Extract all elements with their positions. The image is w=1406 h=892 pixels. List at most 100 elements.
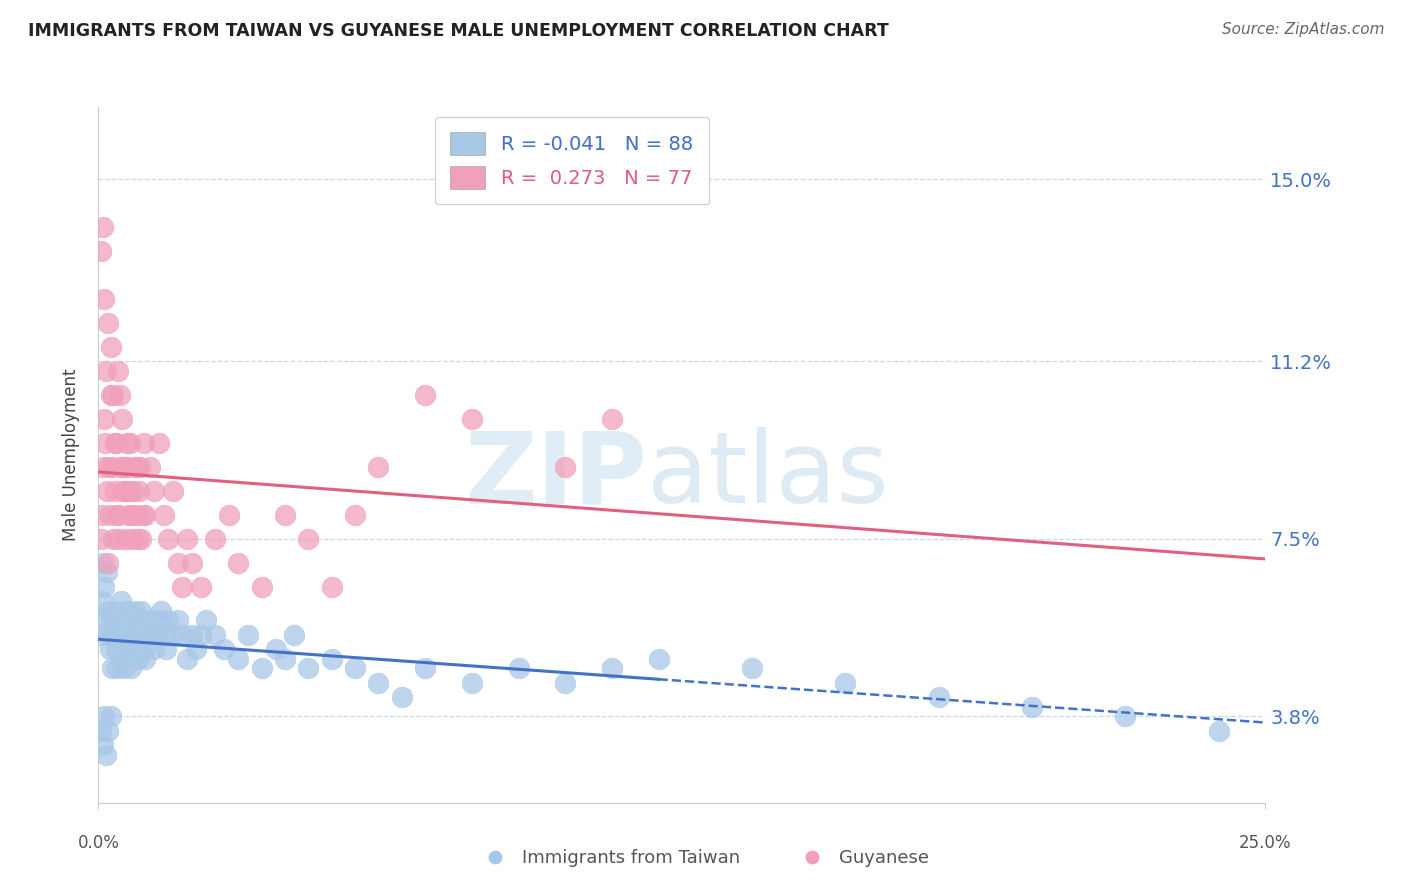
Point	[132, 508, 155, 522]
Point	[93, 580, 115, 594]
Point	[105, 508, 128, 522]
Text: 0.0%: 0.0%	[77, 834, 120, 852]
Point	[91, 738, 114, 752]
Point	[157, 614, 180, 628]
Point	[297, 532, 319, 546]
Point	[236, 628, 259, 642]
Point	[121, 532, 143, 546]
Text: Source: ZipAtlas.com: Source: ZipAtlas.com	[1222, 22, 1385, 37]
Point	[111, 483, 134, 498]
Point	[128, 483, 150, 498]
Point	[107, 628, 129, 642]
Point	[134, 436, 156, 450]
Point	[91, 219, 114, 234]
Point	[204, 532, 226, 546]
Point	[176, 652, 198, 666]
Point	[180, 556, 202, 570]
Point	[461, 676, 484, 690]
Point	[172, 628, 194, 642]
Point	[176, 532, 198, 546]
Point	[139, 614, 162, 628]
Point	[194, 614, 217, 628]
Point	[114, 483, 136, 498]
Point	[186, 642, 208, 657]
Point	[148, 436, 170, 450]
Point	[112, 459, 135, 474]
Point	[297, 661, 319, 675]
Point	[105, 661, 128, 675]
Point	[90, 532, 112, 546]
Point	[214, 642, 236, 657]
Point	[93, 412, 115, 426]
Point	[124, 604, 146, 618]
Point	[122, 483, 145, 498]
Point	[101, 388, 124, 402]
Point	[741, 661, 763, 675]
Point	[96, 483, 118, 498]
Point	[600, 661, 623, 675]
Point	[172, 580, 194, 594]
Point	[134, 642, 156, 657]
Point	[834, 676, 856, 690]
Point	[103, 628, 125, 642]
Point	[125, 459, 148, 474]
Point	[143, 642, 166, 657]
Point	[1208, 723, 1230, 738]
Point	[114, 532, 136, 546]
Point	[94, 436, 117, 450]
Point	[128, 628, 150, 642]
Point	[96, 747, 118, 762]
Point	[90, 723, 112, 738]
Point	[250, 580, 273, 594]
Point	[600, 412, 623, 426]
Point	[91, 556, 114, 570]
Point	[100, 388, 122, 402]
Point	[107, 364, 129, 378]
Point	[321, 580, 343, 594]
Point	[111, 628, 134, 642]
Point	[107, 532, 129, 546]
Point	[104, 483, 127, 498]
Point	[104, 604, 127, 618]
Point	[274, 508, 297, 522]
Point	[283, 628, 305, 642]
Point	[100, 709, 122, 723]
Point	[321, 652, 343, 666]
Point	[97, 723, 120, 738]
Point	[413, 661, 436, 675]
Point	[105, 642, 128, 657]
Point	[115, 483, 138, 498]
Point	[264, 642, 287, 657]
Point	[122, 614, 145, 628]
Point	[152, 628, 174, 642]
Point	[228, 556, 250, 570]
Point	[190, 628, 212, 642]
Point	[157, 532, 180, 546]
Point	[647, 652, 669, 666]
Point	[112, 661, 135, 675]
Point	[162, 628, 184, 642]
Point	[97, 316, 120, 330]
Point	[367, 459, 389, 474]
Text: atlas: atlas	[647, 427, 889, 524]
Point	[274, 652, 297, 666]
Point	[143, 483, 166, 498]
Point	[125, 642, 148, 657]
Point	[100, 614, 122, 628]
Point	[114, 628, 136, 642]
Point	[134, 652, 156, 666]
Point	[94, 614, 117, 628]
Point	[120, 436, 142, 450]
Point	[105, 436, 128, 450]
Point	[367, 676, 389, 690]
Point	[100, 340, 122, 354]
Point	[118, 628, 141, 642]
Point	[129, 614, 152, 628]
Text: IMMIGRANTS FROM TAIWAN VS GUYANESE MALE UNEMPLOYMENT CORRELATION CHART: IMMIGRANTS FROM TAIWAN VS GUYANESE MALE …	[28, 22, 889, 40]
Point	[90, 244, 112, 258]
Point	[117, 459, 139, 474]
Point	[91, 508, 114, 522]
Point	[344, 661, 367, 675]
Point	[120, 661, 142, 675]
Point	[141, 628, 163, 642]
